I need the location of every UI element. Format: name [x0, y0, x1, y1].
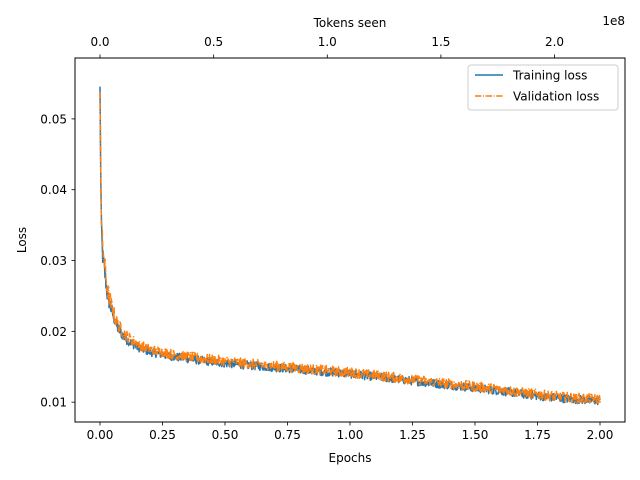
validation-loss-line: [99, 92, 601, 405]
left-y-axis: 0.01 0.02 0.03 0.04 0.05: [40, 112, 75, 410]
y-tick-label: 0.01: [40, 396, 67, 410]
x-axis-label: Epochs: [329, 451, 372, 465]
top-x-tick-label: 0.0: [90, 35, 109, 49]
legend-box: [467, 64, 619, 111]
top-axis-offset-label: 1e8: [602, 14, 625, 28]
y-tick-label: 0.04: [40, 183, 67, 197]
bottom-x-axis: 0.00 0.25 0.50 0.75 1.00 1.25 1.50 1.75 2.00: [87, 422, 614, 442]
top-x-axis-label: Tokens seen: [313, 16, 387, 30]
x-tick-label: 0.75: [274, 428, 301, 442]
top-x-tick-label: 0.5: [204, 35, 223, 49]
top-x-tick-label: 2.0: [545, 35, 564, 49]
y-tick-label: 0.03: [40, 254, 67, 268]
y-axis-label: Loss: [15, 227, 29, 253]
x-tick-label: 2.00: [587, 428, 614, 442]
x-tick-label: 0.25: [149, 428, 176, 442]
y-tick-label: 0.05: [40, 112, 67, 126]
x-tick-label: 1.00: [337, 428, 364, 442]
x-tick-label: 0.50: [212, 428, 239, 442]
y-tick-label: 0.02: [40, 325, 67, 339]
x-tick-label: 1.75: [524, 428, 551, 442]
legend-label-training: Training loss: [512, 69, 587, 83]
legend: Training loss Validation loss: [467, 64, 619, 111]
legend-label-validation: Validation loss: [513, 90, 599, 104]
top-x-tick-label: 1.5: [431, 35, 450, 49]
series-layer: [99, 86, 601, 406]
top-x-tick-label: 1.0: [318, 35, 337, 49]
top-x-axis: 0.0 0.5 1.0 1.5 2.0: [90, 35, 564, 58]
x-tick-label: 1.50: [462, 428, 489, 442]
x-tick-label: 1.25: [399, 428, 426, 442]
x-tick-label: 0.00: [87, 428, 114, 442]
